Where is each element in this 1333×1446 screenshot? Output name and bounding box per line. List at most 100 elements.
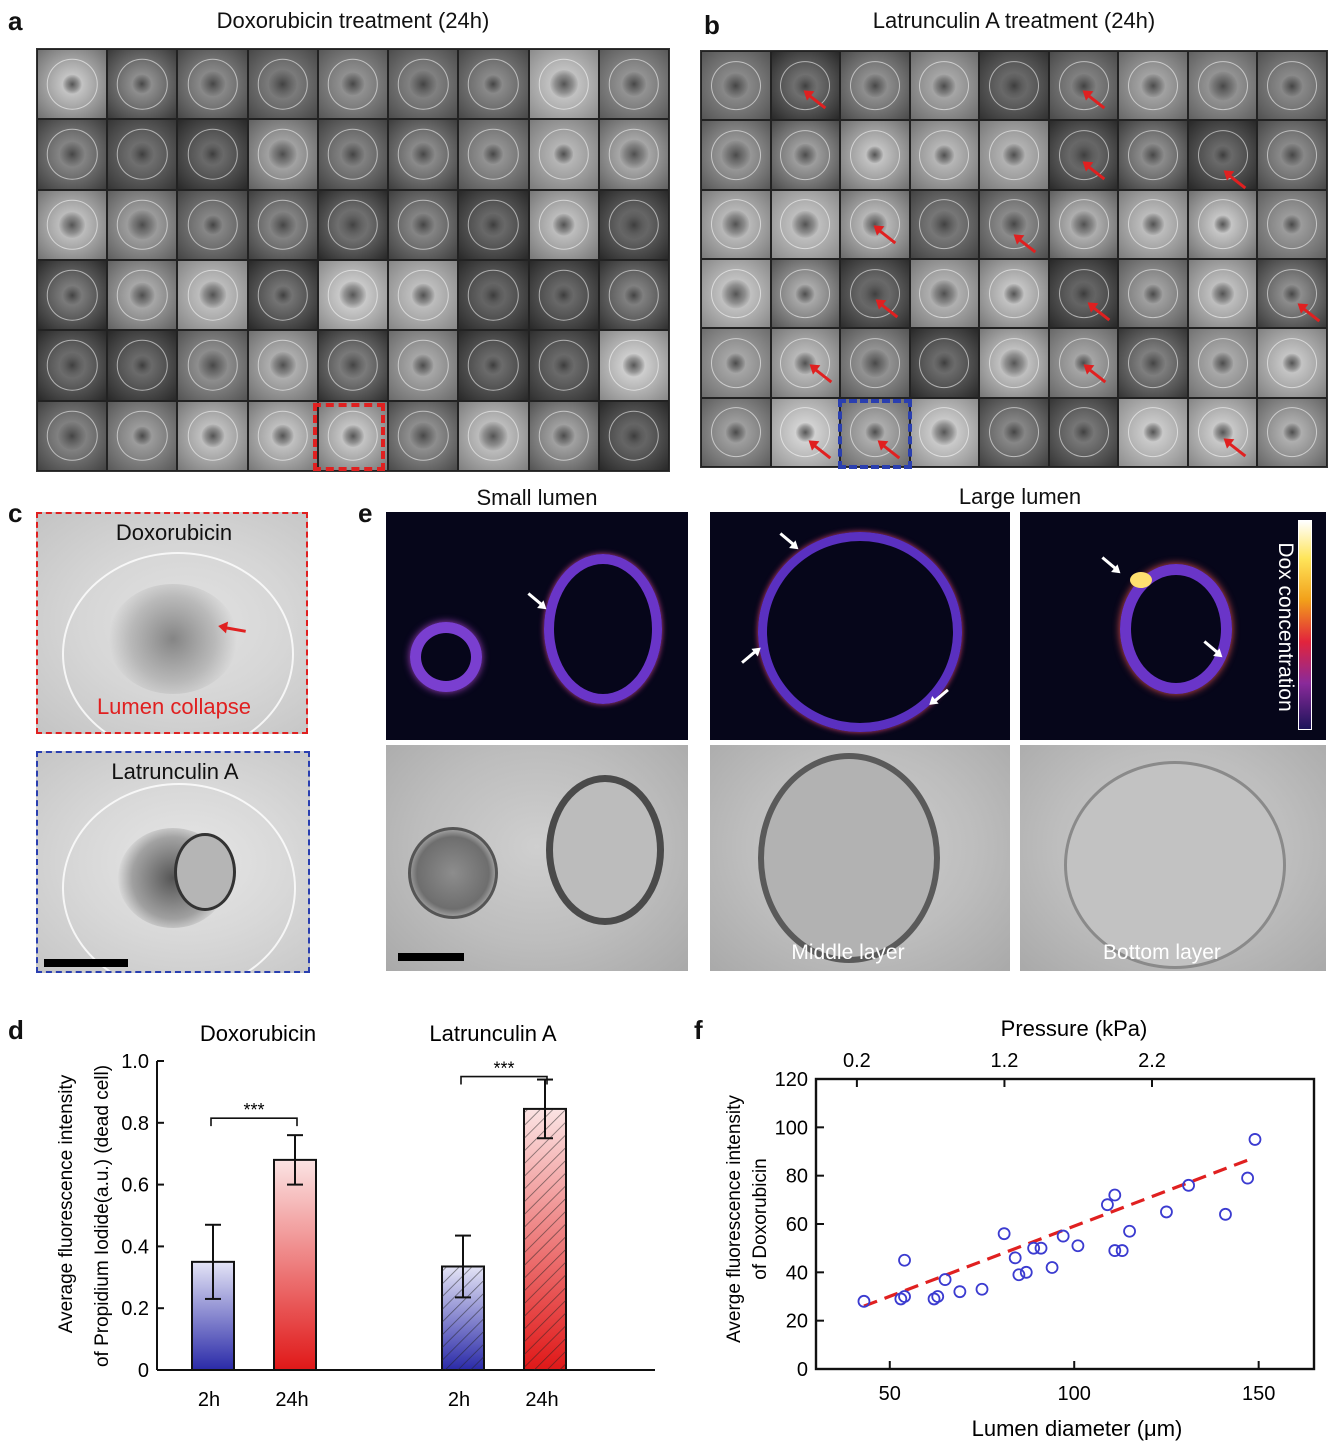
latrunculin-well: [909, 259, 980, 329]
y-axis-label-line1: Average fluorescence intensity: [56, 1074, 77, 1333]
category-label: 2h: [198, 1389, 220, 1411]
latrunculin-well: [1118, 259, 1188, 329]
x-axis-label: Lumen diameter (μm): [972, 1416, 1183, 1441]
latrunculin-well: [1048, 120, 1119, 190]
doxorubicin-well: [388, 400, 459, 471]
bar: [273, 1158, 317, 1371]
white-arrow-icon: [779, 532, 795, 547]
data-point: [1248, 1133, 1262, 1146]
data-point: [1182, 1178, 1195, 1192]
x-tick-label: 150: [1242, 1383, 1275, 1405]
top-x-tick-label: 1.2: [991, 1050, 1019, 1072]
data-point: [1008, 1251, 1022, 1265]
middle-layer-caption: Middle layer: [791, 941, 905, 964]
doxorubicin-well: [388, 189, 459, 260]
doxorubicin-zoom-image: Doxorubicin Lumen collapse: [36, 512, 308, 734]
data-point: [1115, 1244, 1129, 1257]
propidium-iodide-bar-chart: Average fluorescence intensity of Propid…: [56, 1021, 655, 1411]
y-tick-label: 1.0: [121, 1051, 149, 1073]
x-tick-label: 100: [1058, 1383, 1091, 1405]
doxorubicin-well: [177, 260, 248, 331]
y-tick-label: 40: [786, 1262, 808, 1284]
doxorubicin-well: [317, 189, 389, 260]
x-tick-label: 50: [879, 1383, 901, 1405]
latrunculin-well: [1118, 397, 1188, 467]
data-point: [1027, 1241, 1041, 1255]
doxorubicin-well: [247, 330, 318, 401]
white-arrow-icon: [1101, 556, 1117, 571]
latrunculin-well-grid: [700, 50, 1328, 468]
doxorubicin-well: [107, 189, 178, 260]
latrunculin-well: [1048, 189, 1119, 259]
panel-a-label: a: [8, 6, 23, 36]
latrunculin-well: [1257, 120, 1327, 190]
y-tick-label: 0.2: [121, 1298, 149, 1320]
data-point: [1160, 1205, 1173, 1219]
doxorubicin-well: [317, 49, 389, 120]
latrunculin-well: [979, 259, 1049, 329]
data-point: [1219, 1207, 1232, 1221]
latrunculin-well: [701, 51, 771, 121]
doxorubicin-well: [388, 260, 459, 331]
doxorubicin-well: [317, 119, 389, 190]
doxorubicin-well: [317, 400, 389, 471]
latrunculin-well: [909, 189, 980, 259]
latrunculin-well: [770, 189, 841, 259]
category-label: 24h: [275, 1389, 308, 1411]
red-highlight-box: [313, 403, 385, 471]
doxorubicin-well: [598, 400, 669, 471]
panel-b-label: b: [704, 10, 720, 40]
data-point: [1056, 1229, 1070, 1243]
doxorubicin-well: [107, 49, 178, 120]
colorbar-label: Dox concentration: [1274, 542, 1297, 712]
latrunculin-well: [909, 51, 980, 121]
data-point: [857, 1294, 871, 1308]
doxorubicin-well: [37, 119, 108, 190]
latrunculin-well: [701, 328, 771, 398]
latrunculin-well: [840, 328, 910, 398]
doxorubicin-well: [598, 189, 669, 260]
latrunculin-zoom-title: Latrunculin A: [111, 759, 239, 784]
latrunculin-well: [1187, 51, 1258, 121]
y-tick-label: 80: [786, 1166, 808, 1188]
data-point: [1034, 1241, 1048, 1255]
doxorubicin-zoom-title: Doxorubicin: [115, 520, 233, 545]
data-point: [1101, 1198, 1114, 1212]
y-axis-label-line2: of Propidium Iodide(a.u.) (dead cell): [92, 1065, 113, 1367]
doxorubicin-well: [177, 189, 248, 260]
latrunculin-well: [1118, 189, 1188, 259]
y-tick-label: 0: [797, 1359, 808, 1381]
latrunculin-well: [979, 328, 1049, 398]
latrunculin-well: [770, 120, 841, 190]
lumen-collapse-caption: Lumen collapse: [96, 694, 252, 719]
latrunculin-well: [979, 189, 1049, 259]
latrunculin-well: [979, 397, 1049, 467]
bottom-layer-caption: Bottom layer: [1103, 941, 1221, 964]
middle-layer-brightfield-image: Middle layer: [710, 745, 1010, 971]
doxorubicin-well: [598, 260, 669, 331]
small-lumen-brightfield-image: [386, 745, 688, 971]
scale-bar: [44, 959, 128, 967]
doxorubicin-well: [388, 330, 459, 401]
doxorubicin-well: [528, 260, 599, 331]
doxorubicin-well: [317, 260, 389, 331]
doxorubicin-well: [177, 400, 248, 471]
bar-hatch: [524, 1108, 566, 1370]
latrunculin-well: [770, 259, 841, 329]
data-point: [1071, 1239, 1085, 1253]
latrunculin-well: [840, 259, 910, 329]
doxorubicin-well: [247, 49, 318, 120]
data-point: [898, 1290, 911, 1303]
y-tick-label: 0: [138, 1360, 149, 1382]
doxorubicin-well: [388, 49, 459, 120]
doxorubicin-well: [528, 330, 599, 401]
doxorubicin-well: [107, 119, 178, 190]
doxorubicin-well: [37, 189, 108, 260]
latrunculin-well: [1187, 397, 1258, 467]
doxorubicin-well: [317, 330, 389, 401]
doxorubicin-well: [388, 119, 459, 190]
y-tick-label: 0.6: [121, 1175, 149, 1197]
latrunculin-well: [1118, 51, 1188, 121]
fit-line: [863, 1157, 1252, 1308]
doxorubicin-well: [458, 400, 529, 471]
